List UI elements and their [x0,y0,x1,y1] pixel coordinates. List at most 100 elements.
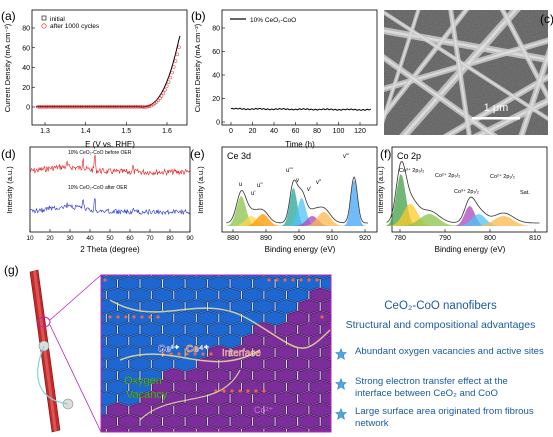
oxygen-dot [209,352,213,356]
x-tick-label: 1.3 [40,128,50,135]
co2p-peaks [386,174,540,226]
x-tick-label: 910 [326,235,338,242]
lattice-hexagon [101,298,117,315]
after-cycles-point [116,105,120,109]
zoom-inset-frame [100,274,332,433]
ce-fitted-peak [226,180,369,226]
oxygen-dot [246,389,250,393]
lattice-hexagon [185,413,208,430]
ce3d-envelope [226,176,368,224]
lattice-hexagon [253,275,275,292]
peak-u-double: u'' [257,183,263,189]
lattice-hexagon [230,275,253,292]
lattice-hexagon [253,367,275,384]
after-cycles-point [118,105,122,109]
y-tick-label: 80 [22,26,30,33]
lattice-hexagon [275,367,298,384]
lattice-hexagon [163,367,185,384]
ce3-label: Ce³⁺ [158,344,179,355]
lattice-hexagon [208,344,230,361]
lattice-hexagon [174,356,196,372]
x-tick-label: 20 [249,128,257,135]
lattice-hexagon [151,287,174,303]
after-cycles-point [39,105,44,109]
peak-v-double: v'' [316,180,321,186]
panel-c-label: (c) [540,12,553,26]
lattice-hexagon [309,333,331,349]
lattice-hexagon [101,321,117,338]
lattice-hexagon [320,414,331,429]
xrd-after-oer [29,198,190,216]
after-cycles-point [168,75,173,80]
after-cycles-point [135,105,139,109]
after-cycles-point [119,105,124,109]
lattice-hexagon [264,379,286,395]
lattice-hexagon [196,425,219,432]
panel-d-ylabel: Intensity (a.u.) [5,166,14,214]
after-cycles-point [76,105,80,109]
after-cycles-point [51,105,56,109]
lattice-hexagon [140,298,163,315]
after-cycles-point [69,105,73,109]
lattice-hexagon [101,390,117,407]
lattice-hexagon [106,402,129,418]
ce4-label: Ce⁴⁺ [186,344,209,355]
after-cycles-point [72,105,77,109]
panel-e-frame [221,146,378,233]
x-tick-label: 790 [439,235,451,242]
x-tick-label: 60 [126,235,134,242]
after-cycles-point [60,105,64,109]
lattice-hexagon [241,356,264,372]
after-cycles-point [147,104,152,108]
panel-b-legend: 10% CeO₂-CoO [250,17,296,24]
after-cycles-point [55,105,59,109]
lattice-hexagon [163,275,185,292]
x-tick-label: 10 [26,235,34,242]
peak-u: u [239,182,242,188]
peak-v-prime: v' [307,187,311,193]
after-cycles-point [74,105,78,109]
lattice-hexagon [174,310,196,326]
y-tick-label: 20 [212,96,220,103]
ce-fitted-peak [226,214,369,226]
oxygen-dot [283,278,287,282]
after-cycles-point [105,105,110,109]
lattice-hexagon [332,334,353,348]
lattice-hexagon [118,413,140,430]
panel-f-label: (f) [380,147,391,161]
x-tick-label: 30 [66,235,74,242]
panel-e-label: (e) [190,147,205,161]
lattice-hexagon [264,356,286,372]
lattice-hexagon [151,379,174,395]
after-cycles-point [36,105,40,109]
lattice-hexagon [219,287,241,303]
panel-f-ylabel: Intensity (a.u.) [376,166,385,214]
lattice-hexagon [320,322,331,337]
panel-g-label: (g) [4,263,19,277]
lattice-hexagon [101,275,106,278]
panel-c: (c) 1 μm [384,10,553,135]
lattice-hexagon [230,367,253,384]
x-tick-label: 100 [333,128,345,135]
lattice-hexagon [140,367,163,384]
x-tick-label: 800 [484,235,496,242]
lattice-hexagon [320,299,331,314]
after-cycles-point [79,105,84,109]
lattice-hexagon [241,310,264,326]
after-cycles-point [63,105,68,109]
lattice-hexagon [196,379,219,395]
after-cycles-point [53,105,57,109]
after-cycles-point [128,105,132,109]
lattice-hexagon [241,287,264,303]
panel-d-ticks: 10 20 30 40 50 60 70 80 90 [26,229,194,242]
lattice-hexagon [174,402,196,418]
lattice-hexagon [151,333,174,349]
y-tick-label: 0 [26,105,30,112]
x-tick-label: 40 [86,235,94,242]
after-cycles-point [88,105,92,109]
lattice-hexagon [309,275,331,280]
lattice-hexagon [309,379,331,395]
lattice-hexagon [118,321,140,338]
vacancy-label: Vacancy [126,389,168,401]
lattice-hexagon [140,344,163,361]
